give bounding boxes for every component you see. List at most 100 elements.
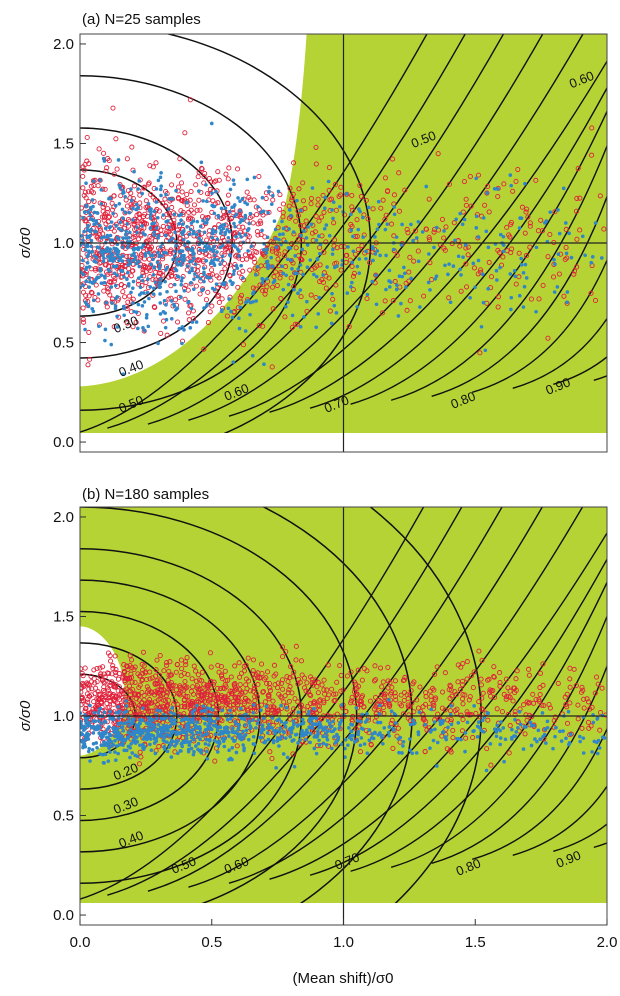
scatter-point xyxy=(523,209,529,215)
scatter-point xyxy=(123,232,128,237)
scatter-point xyxy=(167,239,172,243)
scatter-point xyxy=(102,274,107,279)
scatter-point xyxy=(101,259,106,264)
scatter-point xyxy=(284,273,288,278)
contour-line xyxy=(431,194,607,397)
scatter-point xyxy=(131,217,135,222)
scatter-point xyxy=(180,232,185,237)
scatter-point xyxy=(262,248,266,252)
scatter-point xyxy=(402,674,408,681)
scatter-point xyxy=(309,680,315,686)
scatter-point xyxy=(365,292,370,297)
scatter-point xyxy=(292,738,296,742)
scatter-point xyxy=(248,211,253,216)
scatter-point xyxy=(176,691,182,697)
scatter-point xyxy=(227,702,233,708)
scatter-point xyxy=(241,668,248,674)
scatter-point xyxy=(236,270,242,276)
scatter-point xyxy=(83,292,89,298)
scatter-point xyxy=(185,247,190,251)
scatter-point xyxy=(207,725,212,730)
scatter-point xyxy=(97,673,104,679)
scatter-point xyxy=(314,263,320,269)
scatter-point xyxy=(147,717,152,722)
scatter-point xyxy=(173,744,177,748)
scatter-point xyxy=(304,308,310,314)
scatter-point xyxy=(349,223,355,229)
scatter-point xyxy=(93,266,99,272)
scatter-point xyxy=(503,696,509,702)
scatter-point xyxy=(96,710,101,715)
scatter-point xyxy=(399,301,403,306)
scatter-point xyxy=(448,300,453,305)
scatter-point xyxy=(124,156,130,162)
scatter-point xyxy=(293,218,299,224)
scatter-point xyxy=(551,718,557,724)
scatter-point xyxy=(156,178,161,183)
scatter-point xyxy=(202,266,206,270)
scatter-point xyxy=(189,746,194,751)
scatter-point xyxy=(505,711,511,718)
scatter-point xyxy=(518,216,522,220)
scatter-point xyxy=(573,682,579,689)
panel-a-ylabel: σ/σ0 xyxy=(17,227,34,258)
scatter-point xyxy=(462,692,468,698)
scatter-point xyxy=(479,706,485,712)
scatter-point xyxy=(120,259,125,263)
scatter-point xyxy=(495,278,499,282)
scatter-point xyxy=(494,268,499,273)
scatter-point xyxy=(203,728,208,732)
y-tick-label: 0.5 xyxy=(53,335,74,352)
scatter-point xyxy=(325,737,330,742)
scatter-point xyxy=(497,683,503,689)
scatter-point xyxy=(118,185,122,190)
scatter-point xyxy=(210,286,215,291)
scatter-point xyxy=(277,237,281,242)
scatter-point xyxy=(407,254,413,260)
scatter-point xyxy=(158,245,163,249)
scatter-point xyxy=(185,704,191,710)
scatter-point xyxy=(182,253,186,258)
scatter-point xyxy=(117,201,122,206)
scatter-point xyxy=(134,202,139,207)
scatter-point xyxy=(225,200,231,206)
scatter-point xyxy=(161,738,166,742)
scatter-point xyxy=(301,685,308,691)
scatter-point xyxy=(117,716,121,720)
scatter-point xyxy=(167,672,174,678)
scatter-point xyxy=(433,727,437,732)
scatter-point xyxy=(230,729,235,733)
scatter-point xyxy=(395,725,401,731)
scatter-point xyxy=(404,226,410,233)
scatter-point xyxy=(132,169,136,174)
scatter-point xyxy=(562,694,568,700)
scatter-point xyxy=(81,272,86,277)
scatter-point xyxy=(220,254,225,259)
scatter-point xyxy=(513,676,519,682)
scatter-point xyxy=(289,324,295,330)
scatter-point xyxy=(228,279,233,283)
scatter-point xyxy=(409,222,413,227)
scatter-point xyxy=(237,723,242,727)
scatter-point xyxy=(218,664,224,670)
scatter-point xyxy=(182,288,187,293)
scatter-point xyxy=(242,698,248,704)
scatter-point xyxy=(191,210,197,216)
scatter-point xyxy=(289,197,295,203)
scatter-point xyxy=(327,197,333,203)
scatter-point xyxy=(270,716,275,720)
scatter-point xyxy=(522,284,527,289)
scatter-point xyxy=(114,711,119,715)
scatter-point xyxy=(184,655,190,661)
scatter-point xyxy=(399,243,404,247)
scatter-point xyxy=(92,254,97,258)
scatter-point xyxy=(222,266,228,272)
scatter-point xyxy=(221,739,226,744)
scatter-point xyxy=(274,729,279,733)
scatter-point xyxy=(164,732,169,736)
scatter-point xyxy=(210,235,215,240)
scatter-point xyxy=(115,694,121,700)
scatter-point xyxy=(84,279,88,284)
scatter-point xyxy=(244,728,249,733)
scatter-point xyxy=(141,184,147,190)
